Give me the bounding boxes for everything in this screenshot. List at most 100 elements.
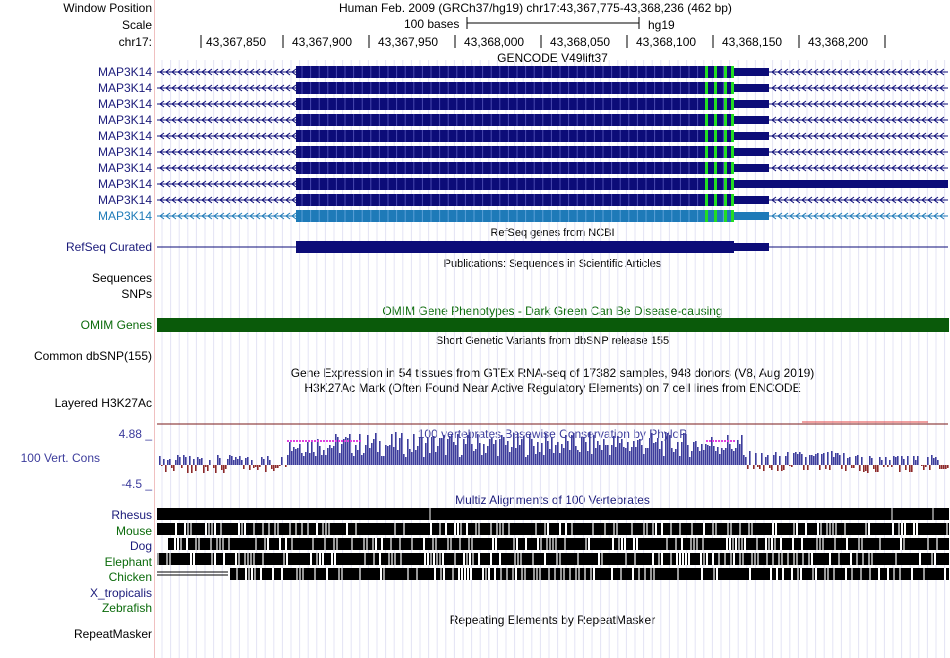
- cons-clip-marker: [718, 440, 720, 442]
- snps-label[interactable]: SNPs: [121, 287, 152, 301]
- gencode-transcript-label[interactable]: MAP3K14: [97, 145, 152, 159]
- multiz-species-label[interactable]: Dog: [129, 539, 152, 553]
- gencode-transcript-label[interactable]: MAP3K14: [97, 81, 152, 95]
- cons-bar: [415, 450, 417, 465]
- gencode-transcript-label[interactable]: MAP3K14: [97, 65, 152, 79]
- strand-arrow: [267, 212, 273, 220]
- cons-bar: [849, 457, 851, 465]
- gencode-transcript-label[interactable]: MAP3K14: [97, 161, 152, 175]
- cons-bar: [177, 455, 179, 465]
- transcript-utr: [734, 148, 769, 156]
- strand-arrow: [795, 132, 801, 140]
- gencode-transcript-label[interactable]: MAP3K14: [97, 193, 152, 207]
- multiz-mismatch: [375, 538, 377, 550]
- strand-arrow: [237, 148, 243, 156]
- gencode-transcript-label[interactable]: MAP3K14: [97, 97, 152, 111]
- strand-arrow: [243, 132, 249, 140]
- multiz-mismatch: [177, 538, 179, 550]
- cons-bar: [647, 448, 649, 465]
- cds-marker: [714, 98, 717, 110]
- multiz-species-label[interactable]: Zebrafish: [101, 601, 152, 615]
- cons-clip-marker: [727, 440, 729, 442]
- omim-label[interactable]: OMIM Genes: [80, 318, 152, 332]
- cons-bar: [183, 455, 185, 465]
- multiz-species-label[interactable]: Rhesus: [111, 508, 152, 522]
- gencode-transcript-label[interactable]: MAP3K14: [97, 177, 152, 191]
- gencode-transcript-label[interactable]: MAP3K14: [97, 113, 152, 127]
- strand-arrow: [819, 132, 825, 140]
- cons-bar: [907, 456, 909, 465]
- strand-arrow: [177, 132, 183, 140]
- cons-clip-marker: [317, 440, 319, 442]
- cds-marker: [724, 146, 727, 158]
- cons-bar: [359, 434, 361, 465]
- strand-arrow: [885, 68, 891, 76]
- multiz-mismatch: [548, 568, 550, 580]
- cons-bar: [593, 435, 595, 465]
- h3k27ac-label[interactable]: Layered H3K27Ac: [54, 396, 152, 410]
- cons-bar: [771, 465, 773, 470]
- cons-label[interactable]: 100 Vert. Cons: [20, 451, 100, 465]
- strand-arrow: [855, 148, 861, 156]
- cons-bar: [461, 455, 463, 465]
- cds-marker: [705, 210, 708, 222]
- multiz-mismatch: [832, 523, 834, 535]
- strand-arrow: [183, 132, 189, 140]
- multiz-mismatch: [675, 538, 677, 550]
- multiz-species-label[interactable]: X_tropicalis: [89, 585, 152, 600]
- strand-arrow: [165, 212, 171, 220]
- multiz-mismatch: [712, 523, 714, 535]
- multiz-mismatch: [563, 568, 565, 580]
- strand-arrow: [789, 132, 795, 140]
- strand-arrow: [261, 68, 267, 76]
- multiz-mismatch: [166, 553, 168, 565]
- multiz-species-label[interactable]: Elephant: [104, 554, 152, 569]
- strand-arrow: [927, 164, 933, 172]
- multiz-mismatch: [302, 568, 304, 580]
- cons-bar: [937, 460, 939, 465]
- multiz-mismatch: [588, 538, 590, 550]
- strand-arrow: [177, 180, 183, 188]
- cons-bar: [575, 446, 577, 465]
- strand-arrow: [183, 196, 189, 204]
- multiz-mismatch: [262, 553, 264, 565]
- multiz-mismatch: [174, 538, 176, 550]
- cons-bar: [813, 456, 815, 465]
- strand-arrow: [897, 196, 903, 204]
- strand-arrow: [813, 148, 819, 156]
- multiz-mismatch: [772, 523, 774, 535]
- strand-arrow: [261, 84, 267, 92]
- cds-marker: [731, 194, 734, 206]
- multiz-mismatch: [726, 538, 728, 550]
- cons-bar: [501, 435, 503, 465]
- dbsnp-label[interactable]: Common dbSNP(155): [33, 349, 152, 363]
- multiz-species-label[interactable]: Chicken: [108, 570, 152, 584]
- strand-arrow: [921, 148, 927, 156]
- refseq-label[interactable]: RefSeq Curated: [65, 240, 152, 254]
- transcript-utr: [734, 212, 769, 220]
- strand-arrow: [219, 100, 225, 108]
- strand-arrow: [861, 164, 867, 172]
- cons-bar: [487, 446, 489, 465]
- cons-clip-marker: [356, 440, 358, 442]
- strand-arrow: [171, 164, 177, 172]
- multiz-mismatch: [613, 523, 615, 535]
- publications-label[interactable]: Sequences: [91, 271, 152, 285]
- gencode-transcript-label[interactable]: MAP3K14: [97, 209, 152, 223]
- cons-bar: [777, 465, 779, 471]
- cons-bar: [457, 434, 459, 465]
- strand-arrow: [249, 132, 255, 140]
- strand-arrow: [195, 212, 201, 220]
- multiz-species-label[interactable]: Mouse: [115, 523, 152, 538]
- cons-clip-marker: [335, 440, 337, 442]
- strand-arrow: [171, 212, 177, 220]
- repeatmasker-label[interactable]: RepeatMasker: [73, 627, 152, 641]
- multiz-mismatch: [829, 523, 831, 535]
- gencode-transcript-label[interactable]: MAP3K14: [97, 129, 152, 143]
- strand-arrow: [165, 132, 171, 140]
- cons-bar: [339, 453, 341, 465]
- multiz-mismatch: [502, 523, 504, 535]
- strand-arrow: [189, 148, 195, 156]
- multiz-mismatch: [618, 538, 620, 550]
